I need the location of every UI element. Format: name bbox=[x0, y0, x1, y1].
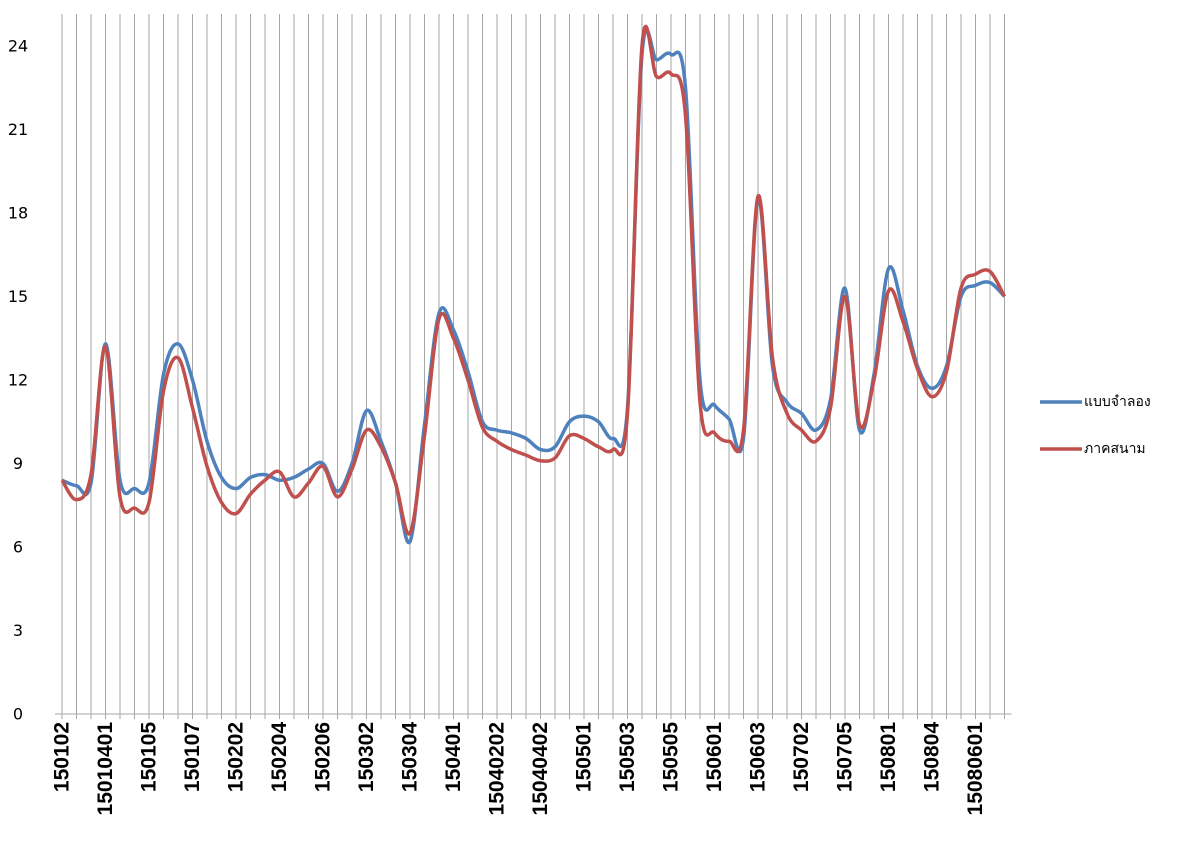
x-tick-label: 150601 bbox=[703, 722, 726, 792]
x-tick-label: 15080601 bbox=[964, 722, 987, 816]
x-tick-label: 150801 bbox=[877, 722, 900, 792]
chart: 0 3 6 9 12 15 18 21 24 150102 15010401 150105 150107… bbox=[0, 0, 1199, 849]
x-tick-label: 15040202 bbox=[486, 722, 509, 815]
x-tick-label: 150702 bbox=[790, 722, 813, 792]
x-tick-label: 150304 bbox=[399, 722, 422, 792]
legend-label: ภาคสนาม bbox=[1084, 441, 1146, 457]
x-tick-label: 150204 bbox=[268, 722, 291, 792]
x-tick-label: 150102 bbox=[51, 722, 74, 792]
x-tick-label: 15010401 bbox=[94, 722, 117, 816]
x-tick-label: 150107 bbox=[181, 722, 204, 792]
y-tick-label: 0 bbox=[13, 705, 23, 724]
x-tick-label: 150503 bbox=[616, 722, 639, 792]
legend-label: แบบจำลอง bbox=[1084, 394, 1151, 410]
x-tick-label: 150804 bbox=[921, 722, 944, 792]
y-tick-label: 15 bbox=[8, 287, 28, 306]
series-line bbox=[62, 30, 1005, 543]
x-tick-label: 150202 bbox=[225, 722, 248, 792]
x-tick-label: 150501 bbox=[573, 722, 596, 792]
y-tick-label: 24 bbox=[8, 37, 28, 56]
y-tick-label: 6 bbox=[13, 538, 23, 557]
x-tick-label: 150603 bbox=[747, 722, 770, 792]
x-tick-label: 150302 bbox=[355, 722, 378, 792]
x-tick-label: 15040402 bbox=[529, 722, 552, 815]
y-tick-label: 21 bbox=[8, 120, 28, 139]
x-tick-label: 150401 bbox=[442, 722, 465, 792]
y-tick-label: 18 bbox=[8, 204, 28, 223]
y-tick-label: 3 bbox=[13, 621, 23, 640]
x-tick-label: 150505 bbox=[660, 722, 683, 792]
x-tick-label: 150705 bbox=[834, 722, 857, 792]
series-line bbox=[62, 26, 1005, 534]
y-tick-label: 12 bbox=[8, 371, 28, 390]
x-tick-label: 150206 bbox=[312, 722, 335, 792]
x-tick-label: 150105 bbox=[138, 722, 161, 792]
y-tick-label: 9 bbox=[13, 454, 23, 473]
